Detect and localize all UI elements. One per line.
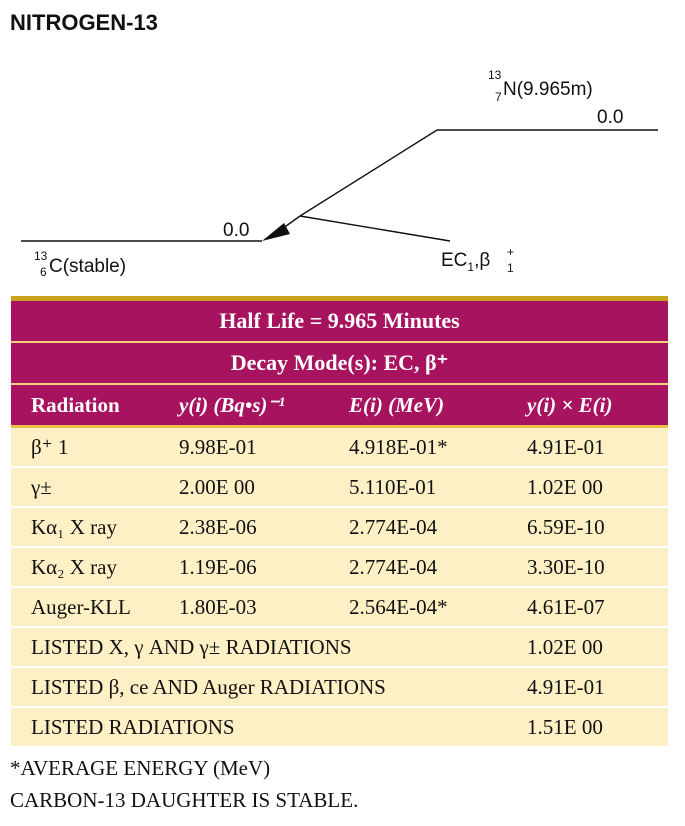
cell-yield-energy: 1.02E 00 (527, 475, 603, 499)
transition-arrow-shaft (274, 215, 301, 235)
cell-energy: 5.110E-01 (349, 475, 437, 499)
cell-energy: 2.774E-04 (349, 515, 438, 539)
summary-value: 1.51E 00 (527, 715, 603, 739)
daughter-z: 6 (40, 265, 47, 279)
cell-yield: 2.00E 00 (179, 475, 255, 499)
daughter-level: 0.0 (223, 220, 249, 241)
daughter-label: C(stable) (49, 256, 126, 277)
header-yield: y(i) (Bq•s)⁻¹ (179, 393, 285, 417)
cell-radiation: γ± (31, 475, 52, 499)
parent-mass: 13 (488, 68, 502, 82)
transition-label: EC1,β (441, 250, 490, 274)
table-row: β⁺ 1 9.98E-01 4.918E-01* 4.91E-01 (11, 428, 668, 468)
parent-z: 7 (495, 90, 502, 104)
cell-energy: 2.564E-04* (349, 595, 448, 619)
cell-energy: 4.918E-01* (349, 435, 448, 459)
table-header-row: Radiation y(i) (Bq•s)⁻¹ E(i) (MeV) y(i) … (11, 385, 668, 428)
cell-yield: 9.98E-01 (179, 435, 257, 459)
cell-yield-energy: 6.59E-10 (527, 515, 605, 539)
decay-modes-band: Decay Mode(s): EC, β⁺ (11, 343, 668, 385)
summary-label: LISTED RADIATIONS (31, 715, 235, 739)
summary-row: LISTED RADIATIONS 1.51E 00 (11, 708, 668, 748)
parent-level: 0.0 (597, 107, 623, 128)
cell-yield: 2.38E-06 (179, 515, 257, 539)
cell-yield-energy: 4.91E-01 (527, 435, 605, 459)
cell-radiation: β⁺ 1 (31, 435, 69, 459)
header-radiation: Radiation (31, 393, 120, 417)
transition-beta-sub: 1 (507, 261, 514, 275)
cell-yield-energy: 4.61E-07 (527, 595, 605, 619)
header-energy: E(i) (MeV) (349, 393, 445, 417)
cell-yield: 1.80E-03 (179, 595, 257, 619)
footnote-daughter-stable: CARBON-13 DAUGHTER IS STABLE. (10, 788, 359, 812)
summary-value: 1.02E 00 (527, 635, 603, 659)
summary-row: LISTED β, ce AND Auger RADIATIONS 4.91E-… (11, 668, 668, 708)
radiation-table: Half Life = 9.965 Minutes Decay Mode(s):… (11, 296, 668, 748)
decay-scheme-diagram: 13 7 N(9.965m) 0.0 EC1,β + 1 0.0 13 6 C(… (21, 68, 658, 279)
table-row: Auger-KLL 1.80E-03 2.564E-04* 4.61E-07 (11, 588, 668, 628)
summary-value: 4.91E-01 (527, 675, 605, 699)
table-row: Kα₂ X ray 1.19E-06 2.774E-04 3.30E-10 (11, 548, 668, 588)
cell-yield: 1.19E-06 (179, 555, 257, 579)
summary-label: LISTED X, γ AND γ± RADIATIONS (31, 635, 352, 659)
daughter-mass: 13 (34, 249, 48, 263)
footnote-average-energy: *AVERAGE ENERGY (MeV) (10, 756, 271, 780)
half-life-band: Half Life = 9.965 Minutes (11, 301, 668, 343)
header-yield-energy: y(i) × E(i) (527, 393, 613, 417)
table-row: γ± 2.00E 00 5.110E-01 1.02E 00 (11, 468, 668, 508)
transition-beta-sup: + (507, 245, 514, 259)
cell-yield-energy: 3.30E-10 (527, 555, 605, 579)
transition-tail (299, 215, 451, 242)
summary-row: LISTED X, γ AND γ± RADIATIONS 1.02E 00 (11, 628, 668, 668)
cell-radiation: Kα₁ X ray (31, 515, 117, 539)
cell-energy: 2.774E-04 (349, 555, 438, 579)
table-row: Kα₁ X ray 2.38E-06 2.774E-04 6.59E-10 (11, 508, 668, 548)
cell-radiation: Auger-KLL (31, 595, 131, 619)
page-title: NITROGEN-13 (10, 10, 158, 35)
cell-radiation: Kα₂ X ray (31, 555, 117, 579)
parent-label: N(9.965m) (503, 79, 593, 100)
transition-line (299, 129, 438, 217)
summary-label: LISTED β, ce AND Auger RADIATIONS (31, 675, 386, 699)
